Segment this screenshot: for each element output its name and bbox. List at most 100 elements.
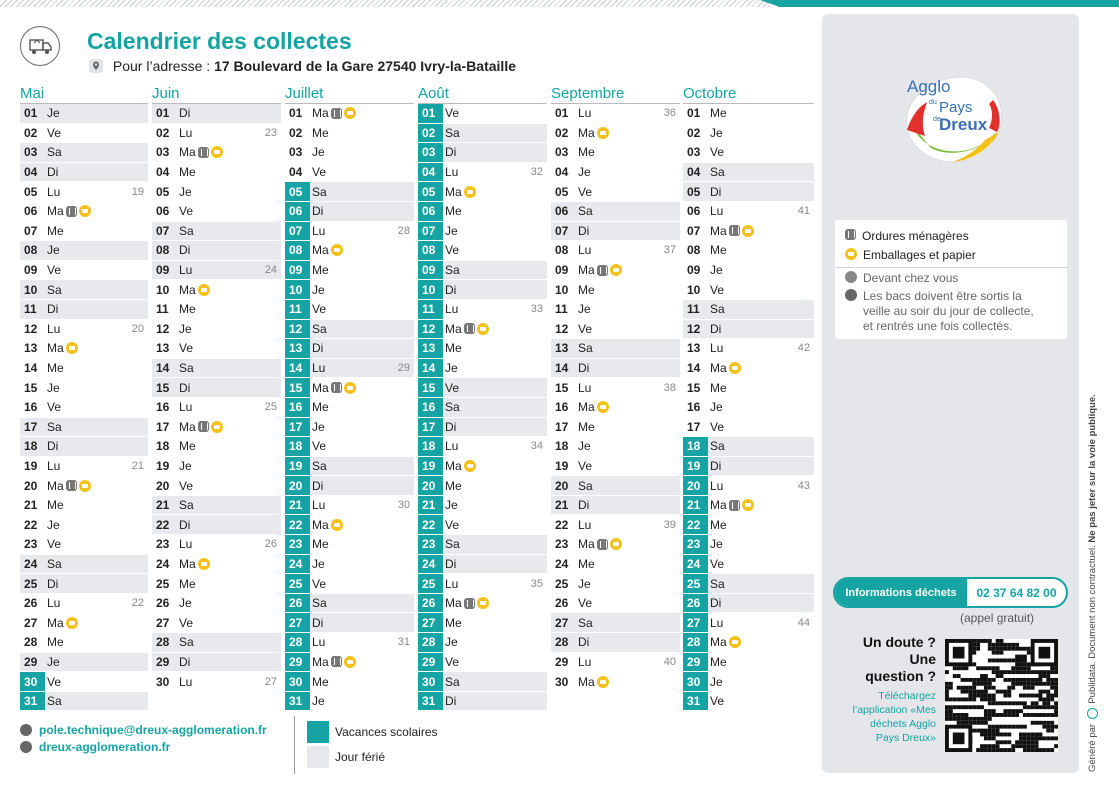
- day-number: 11: [24, 302, 37, 317]
- calendar-day: 18 Je: [551, 437, 680, 456]
- day-number: 13: [555, 341, 569, 356]
- calendar-day: 09 Je: [683, 260, 814, 280]
- day-number: 18: [555, 439, 569, 454]
- calendar-day: 09 Ma: [551, 260, 680, 280]
- calendar-day: 09 Me: [285, 260, 414, 280]
- day-name: Ma: [710, 498, 727, 513]
- day-number: 18: [156, 439, 170, 454]
- day-number: 11: [555, 302, 568, 317]
- publidata-icon: [1087, 708, 1098, 720]
- day-name: Di: [445, 145, 457, 160]
- calendar-day: 15 Me: [683, 378, 814, 397]
- day-number: 16: [285, 397, 310, 417]
- day-name: Ve: [47, 400, 62, 415]
- day-number: 19: [418, 456, 443, 476]
- address-label: Pour l’adresse :: [112, 58, 211, 74]
- day-name: Je: [47, 106, 60, 121]
- day-number: 28: [683, 633, 708, 652]
- day-name: Di: [710, 321, 722, 336]
- calendar-day: 06 Ma: [20, 201, 148, 221]
- recycling-paper-icon: [596, 675, 609, 688]
- day-name: Ve: [445, 380, 460, 395]
- trash-bin-icon: [596, 264, 608, 276]
- day-name: Ve: [47, 537, 62, 552]
- location-pin-icon: [845, 271, 857, 283]
- week-number: 43: [797, 479, 810, 492]
- calendar-day: 28 Lu 31: [285, 633, 414, 652]
- email-link[interactable]: pole.technique@dreux-agglomeration.fr: [20, 723, 267, 737]
- calendar-day: 30 Je: [683, 672, 814, 691]
- day-name: Ma: [578, 263, 595, 278]
- day-number: 13: [418, 339, 443, 358]
- calendar-day: 09 Lu 24: [152, 260, 281, 280]
- month-column-mai: Mai 01 Je 02 Ve 03 Sa 04 Di 05 Lu 19 06 Ma 07 Me 08 Je 09 V…: [20, 86, 148, 711]
- day-name: Je: [47, 380, 60, 395]
- day-name: Di: [578, 361, 590, 376]
- recycling-paper-icon: [210, 146, 223, 159]
- day-name: Sa: [710, 576, 725, 591]
- day-number: 19: [156, 458, 170, 473]
- week-number: 41: [797, 205, 810, 218]
- qr-code[interactable]: [945, 639, 1058, 752]
- day-name: Lu: [47, 184, 61, 199]
- calendar-day: 30 Ma: [551, 672, 680, 691]
- calendar-day: 23 Me: [285, 535, 414, 554]
- day-number: 12: [156, 321, 170, 336]
- day-name: Lu: [179, 537, 193, 552]
- day-number: 14: [418, 358, 443, 378]
- day-number: 17: [285, 417, 310, 437]
- website-link[interactable]: dreux-agglomeration.fr: [20, 740, 170, 754]
- calendar-day: 29 Ve: [418, 652, 547, 672]
- day-name: Je: [47, 654, 60, 669]
- day-number: 30: [285, 672, 310, 691]
- location-pin-icon: [89, 58, 103, 76]
- calendar-day: 20 Ma: [20, 476, 148, 495]
- calendar-day: 01 Me: [683, 104, 814, 123]
- day-number: 29: [555, 654, 569, 669]
- legend-ordures: Ordures ménagères: [843, 229, 969, 244]
- calendar-day: 05 Di: [683, 182, 814, 201]
- day-name: Sa: [312, 184, 327, 199]
- day-number: 05: [285, 182, 310, 201]
- recycling-paper-icon: [197, 557, 210, 570]
- day-name: Lu: [312, 223, 326, 238]
- day-number: 03: [289, 145, 303, 160]
- calendar-day: 20 Me: [418, 476, 547, 495]
- info-dechets-pill[interactable]: Informations déchets 02 37 64 82 00: [833, 577, 1068, 608]
- day-number: 06: [687, 204, 701, 219]
- day-name: Me: [312, 125, 329, 140]
- calendar-day: 07 Ma: [683, 221, 814, 241]
- day-number: 02: [289, 125, 303, 140]
- day-name: Ve: [578, 458, 593, 473]
- calendar-day: 28 Sa: [152, 633, 281, 652]
- recycling-paper-icon: [210, 420, 223, 433]
- agglo-logo: Agglo du Pays de Dreux: [893, 70, 1013, 166]
- day-name: Je: [445, 361, 458, 376]
- day-name: Sa: [47, 419, 62, 434]
- day-name: Je: [710, 125, 723, 140]
- calendar-day: 26 Je: [152, 593, 281, 613]
- calendar-day: 04 Lu 32: [418, 162, 547, 182]
- day-number: 29: [418, 652, 443, 672]
- info-dechets-phone[interactable]: 02 37 64 82 00: [976, 585, 1057, 600]
- day-number: 25: [285, 574, 310, 593]
- recycling-paper-icon: [65, 342, 78, 355]
- day-number: 24: [555, 556, 569, 571]
- day-name: Ma: [179, 419, 196, 434]
- day-name: Ma: [312, 380, 329, 395]
- day-number: 09: [555, 263, 569, 278]
- calendar-day: 29 Lu 40: [551, 652, 680, 672]
- mail-icon: [20, 724, 32, 736]
- trash-bin-icon: [728, 225, 740, 237]
- trash-bin-icon: [330, 656, 342, 668]
- day-number: 09: [418, 260, 443, 280]
- day-name: Sa: [578, 615, 593, 630]
- day-number: 29: [24, 654, 38, 669]
- day-number: 22: [156, 517, 170, 532]
- week-number: 30: [397, 499, 410, 512]
- day-number: 05: [555, 184, 569, 199]
- calendar-day: 17 Ve: [683, 417, 814, 437]
- day-number: 15: [156, 380, 170, 395]
- week-number: 36: [663, 107, 676, 120]
- day-number: 21: [285, 495, 310, 515]
